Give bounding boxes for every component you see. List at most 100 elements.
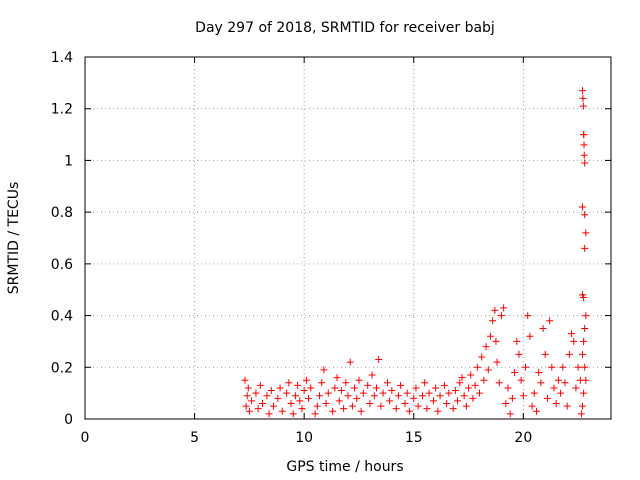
data-point bbox=[572, 384, 580, 392]
data-point bbox=[243, 392, 251, 400]
data-point bbox=[480, 376, 488, 384]
data-point bbox=[449, 405, 457, 413]
data-point bbox=[340, 405, 348, 413]
data-point bbox=[276, 384, 284, 392]
data-point bbox=[561, 379, 569, 387]
data-point bbox=[410, 394, 418, 402]
axes: 0 0.2 0.4 0.6 0.8 1 1.2 1.4 0 5 10 15 20 bbox=[51, 50, 611, 446]
data-point bbox=[414, 402, 422, 410]
data-point bbox=[256, 381, 264, 389]
data-point bbox=[471, 381, 479, 389]
data-point bbox=[532, 407, 540, 415]
data-point bbox=[242, 402, 250, 410]
data-point bbox=[375, 356, 383, 364]
data-point bbox=[502, 399, 510, 407]
data-point bbox=[570, 337, 578, 345]
y-tick-label: 0.8 bbox=[51, 205, 73, 221]
data-point bbox=[579, 87, 587, 95]
data-point bbox=[337, 387, 345, 395]
x-tick-label: 5 bbox=[190, 430, 199, 446]
data-point bbox=[259, 399, 267, 407]
y-tick-label: 0.6 bbox=[51, 257, 73, 273]
data-point bbox=[357, 407, 365, 415]
data-point bbox=[497, 312, 505, 320]
data-point bbox=[546, 317, 554, 325]
data-point bbox=[436, 392, 444, 400]
data-point bbox=[504, 384, 512, 392]
data-point bbox=[443, 399, 451, 407]
y-axis-label: SRMTID / TECUs bbox=[6, 182, 22, 295]
x-tick-label: 0 bbox=[81, 430, 90, 446]
data-point bbox=[342, 379, 350, 387]
y-tick-label: 1 bbox=[64, 153, 73, 169]
data-point bbox=[465, 384, 473, 392]
data-point bbox=[492, 337, 500, 345]
data-point bbox=[482, 343, 490, 351]
data-point bbox=[580, 141, 588, 149]
data-point bbox=[298, 405, 306, 413]
data-point bbox=[331, 384, 339, 392]
data-point bbox=[370, 392, 378, 400]
data-point bbox=[432, 384, 440, 392]
data-point bbox=[254, 405, 262, 413]
data-point bbox=[581, 211, 589, 219]
data-point bbox=[313, 402, 321, 410]
data-point bbox=[267, 387, 275, 395]
data-point bbox=[580, 337, 588, 345]
data-point bbox=[513, 337, 521, 345]
data-point bbox=[241, 376, 249, 384]
data-point bbox=[289, 410, 297, 418]
data-point bbox=[581, 159, 589, 167]
data-point bbox=[421, 379, 429, 387]
data-point bbox=[495, 379, 503, 387]
data-point bbox=[248, 397, 256, 405]
data-point bbox=[252, 389, 260, 397]
data-point bbox=[333, 374, 341, 382]
data-point bbox=[565, 350, 573, 358]
data-point bbox=[574, 363, 582, 371]
data-point bbox=[335, 397, 343, 405]
data-point bbox=[539, 325, 547, 332]
data-point bbox=[582, 376, 590, 384]
data-point bbox=[322, 399, 330, 407]
data-point bbox=[291, 392, 299, 400]
data-point bbox=[318, 379, 326, 387]
data-point bbox=[403, 389, 411, 397]
data-point bbox=[554, 376, 562, 384]
data-point bbox=[348, 402, 356, 410]
data-point bbox=[355, 376, 363, 384]
data-point bbox=[359, 389, 367, 397]
y-tick-label: 0 bbox=[64, 412, 73, 428]
data-point bbox=[425, 389, 433, 397]
y-tick-label: 1.2 bbox=[51, 102, 73, 118]
data-point bbox=[388, 387, 396, 395]
data-point bbox=[579, 94, 587, 102]
data-point bbox=[379, 389, 387, 397]
data-point bbox=[543, 394, 551, 402]
data-point bbox=[263, 392, 271, 400]
data-point bbox=[307, 384, 315, 392]
data-point bbox=[579, 402, 587, 410]
data-point bbox=[440, 381, 448, 389]
data-point bbox=[486, 332, 494, 340]
data-point bbox=[557, 389, 565, 397]
data-point bbox=[329, 407, 337, 415]
data-point bbox=[344, 392, 352, 400]
grid bbox=[85, 57, 611, 419]
data-point bbox=[522, 363, 530, 371]
data-point bbox=[451, 387, 459, 395]
data-point bbox=[285, 379, 293, 387]
data-point bbox=[366, 399, 374, 407]
x-tick-label: 15 bbox=[405, 430, 423, 446]
data-point bbox=[320, 366, 328, 374]
data-point bbox=[346, 358, 354, 366]
data-point bbox=[412, 384, 420, 392]
data-point bbox=[550, 384, 558, 392]
data-point bbox=[493, 358, 501, 366]
data-point bbox=[300, 387, 308, 395]
data-point bbox=[478, 353, 486, 361]
x-tick-label: 20 bbox=[514, 430, 532, 446]
data-point bbox=[528, 402, 536, 410]
data-point bbox=[287, 399, 295, 407]
data-point bbox=[245, 407, 253, 415]
